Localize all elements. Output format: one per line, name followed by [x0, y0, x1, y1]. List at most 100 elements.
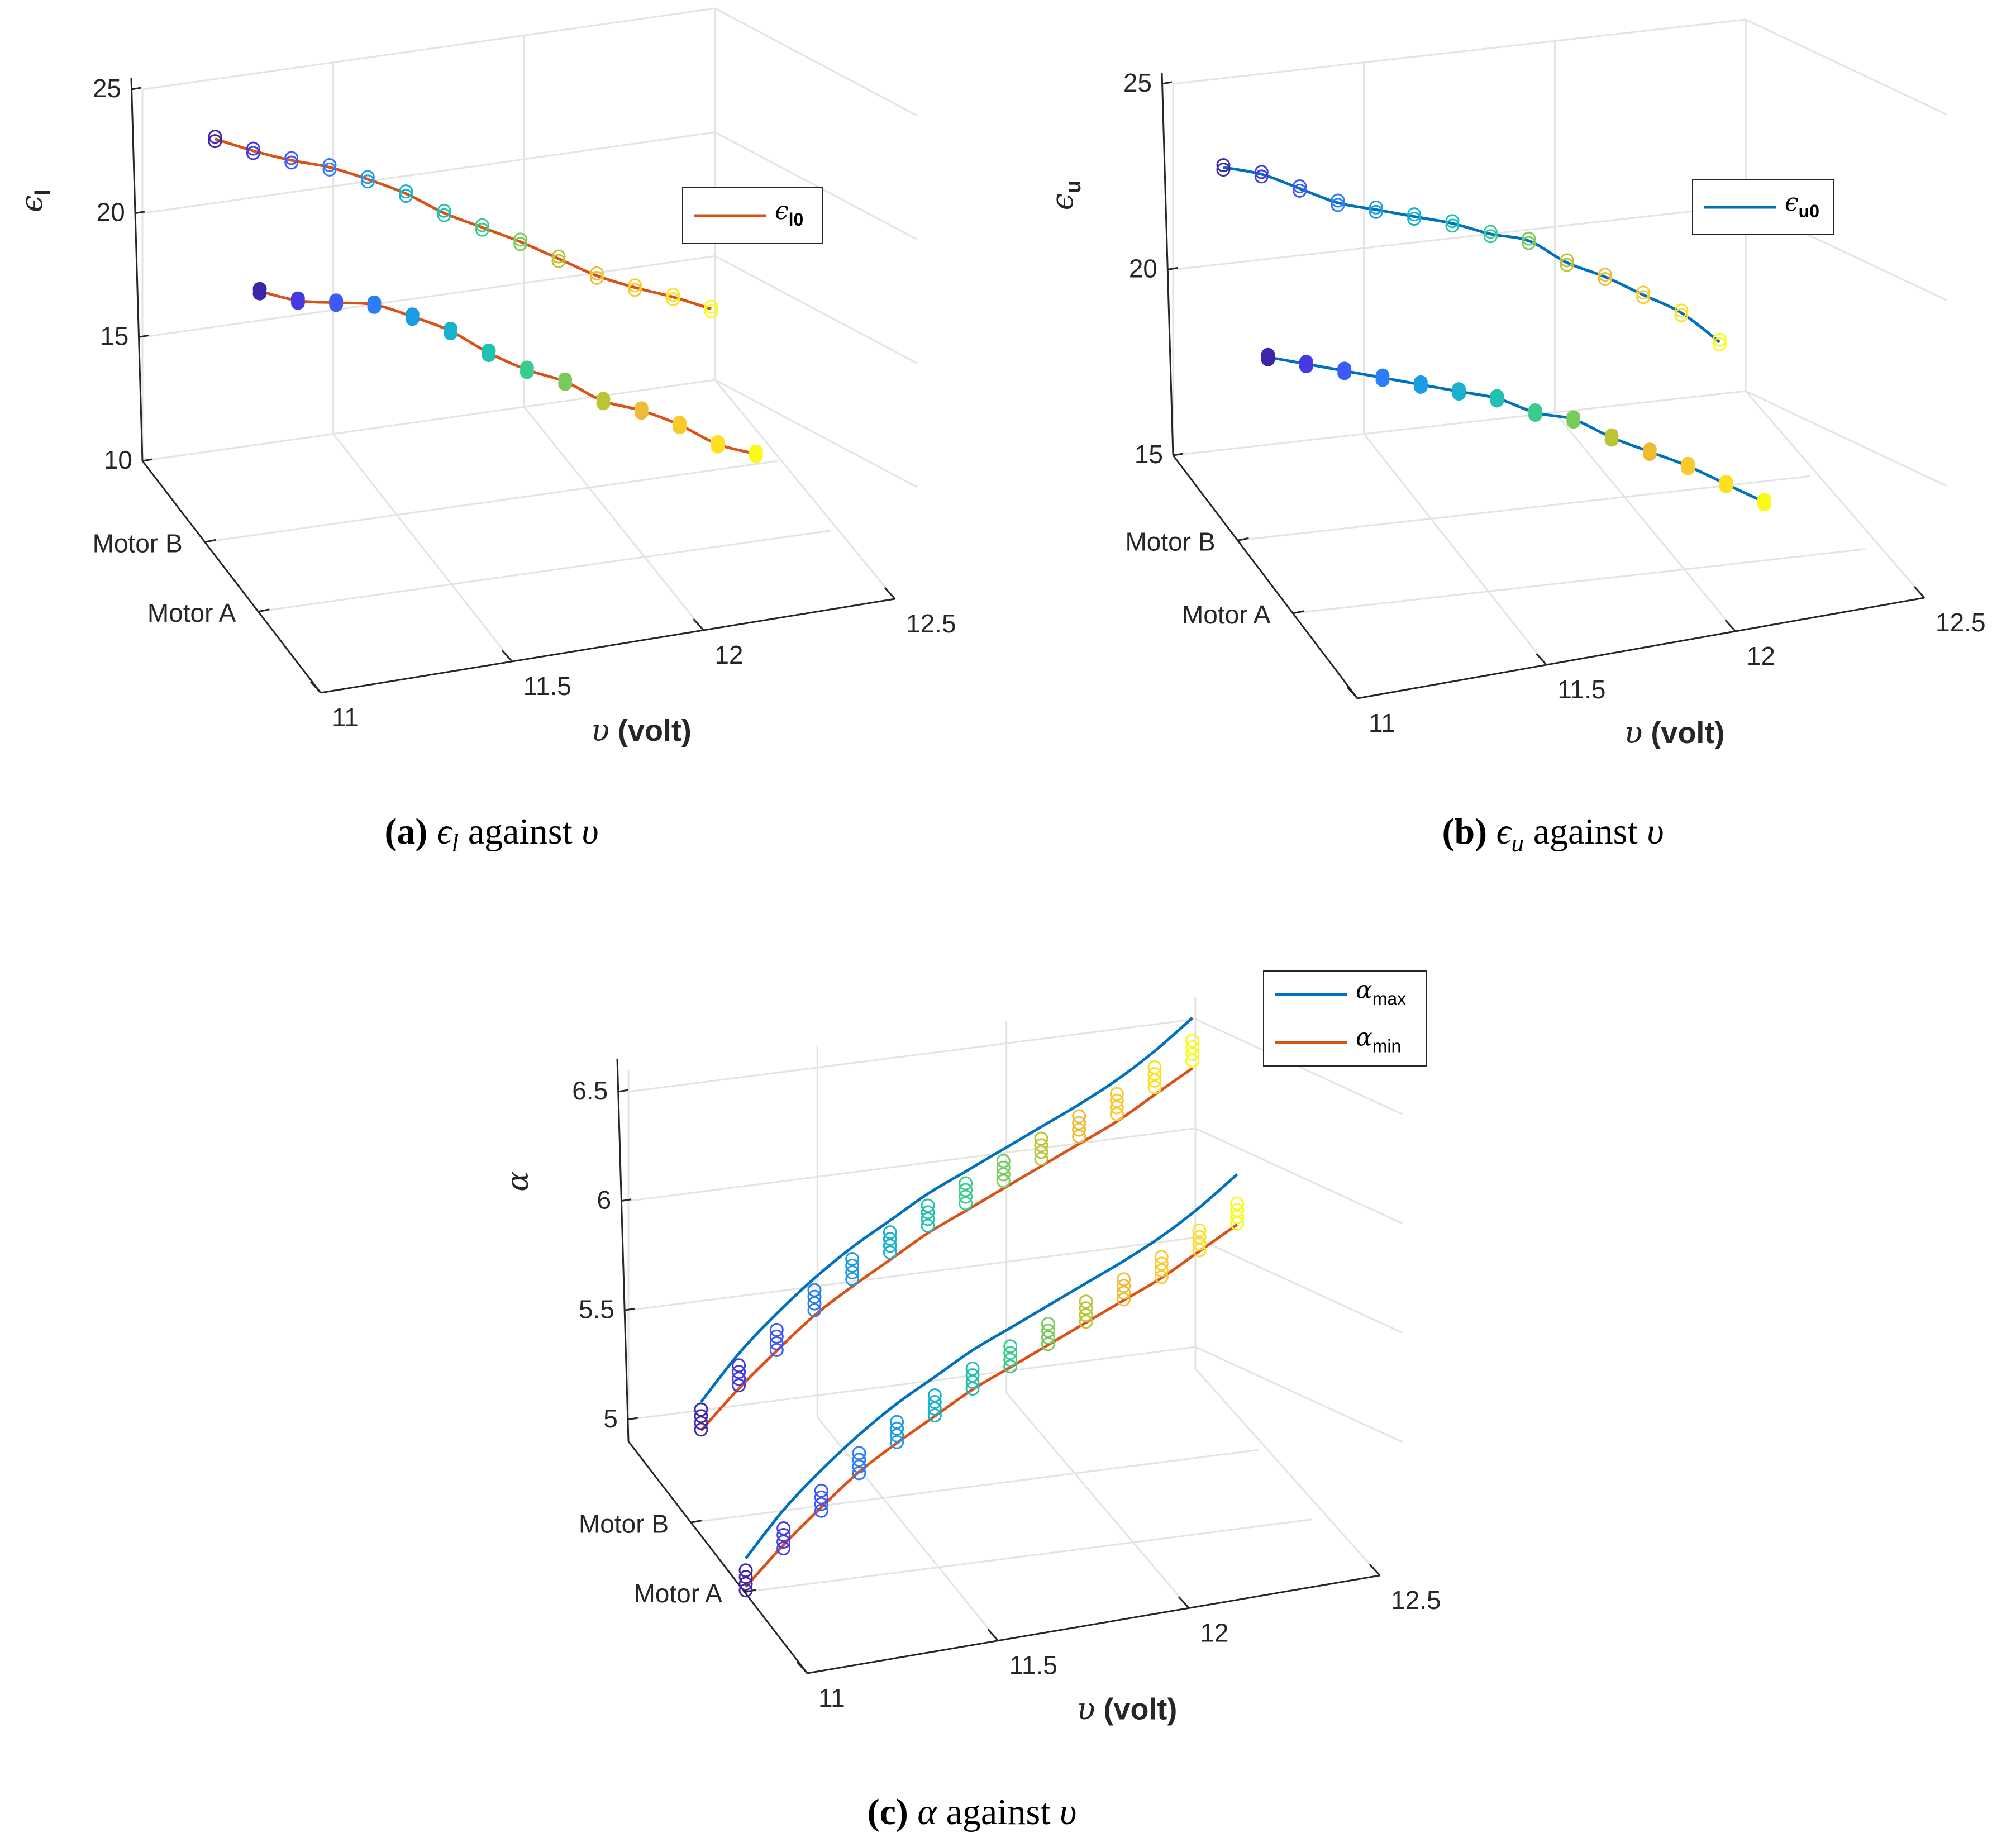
legend-sub: l0: [789, 210, 804, 230]
data-point: [1109, 1087, 1124, 1101]
data-point: [807, 1296, 822, 1311]
data-point: [1117, 1279, 1131, 1293]
legend: ϵl0: [682, 187, 823, 244]
data-point: [1681, 461, 1695, 475]
data-point: [666, 292, 680, 307]
data-point: [437, 208, 451, 222]
data-point: [1522, 231, 1536, 246]
data-point: [1079, 1315, 1093, 1329]
data-point: [1407, 207, 1422, 222]
y-tick-label: Motor B: [93, 529, 183, 558]
legend-box: [1263, 970, 1427, 1067]
z-tick: [617, 1089, 628, 1093]
x-tick-label: 11: [818, 1683, 845, 1712]
grid-line: [714, 379, 896, 599]
z-tick-label: 15: [100, 321, 128, 350]
data-point: [551, 249, 566, 264]
data-point: [444, 326, 458, 341]
z-tick: [627, 1417, 638, 1421]
data-point: [1109, 1100, 1124, 1115]
data-point: [769, 1329, 784, 1344]
data-point: [996, 1174, 1011, 1188]
grid-line: [1173, 390, 1746, 456]
legend-label: αmax: [1356, 976, 1406, 1009]
x-axis-label: υ (volt): [1077, 1692, 1178, 1727]
y-axis: [627, 1441, 808, 1674]
grid-line: [714, 379, 918, 488]
z-tick-label: 5.5: [579, 1294, 614, 1324]
fit-line-max: [745, 1173, 1238, 1560]
data-point: [596, 396, 611, 411]
z-tick-label: 25: [93, 74, 121, 103]
data-point: [852, 1459, 866, 1474]
x-tick: [1346, 686, 1359, 699]
data-point: [1230, 1210, 1245, 1224]
data-point: [1003, 1359, 1018, 1374]
z-tick-label: 6.5: [572, 1076, 608, 1105]
z-axis: [130, 78, 144, 461]
data-point: [927, 1408, 942, 1422]
data-point: [246, 141, 260, 156]
data-point: [1230, 1216, 1245, 1231]
y-tick-label: Motor B: [579, 1509, 669, 1538]
data-point: [1041, 1337, 1055, 1351]
data-point: [890, 1435, 904, 1449]
caption-sub: l: [452, 829, 459, 857]
grid-line: [628, 1018, 1196, 1093]
data-point: [673, 420, 687, 435]
z-tick: [131, 87, 142, 91]
x-tick: [884, 587, 896, 600]
data-point: [1452, 387, 1466, 401]
data-point: [1407, 212, 1422, 226]
data-point: [769, 1322, 784, 1337]
data-point: [1185, 1054, 1200, 1068]
legend-label: αmin: [1356, 1024, 1401, 1056]
x-tick-label: 11: [332, 703, 359, 732]
data-point: [921, 1205, 935, 1220]
legend-label: ϵu0: [1785, 188, 1819, 221]
z-tick-label: 10: [104, 445, 132, 474]
grid-line: [1195, 1236, 1403, 1334]
data-point: [1072, 1116, 1086, 1130]
x-tick: [309, 680, 322, 694]
data-point: [959, 1176, 973, 1191]
legend-symbol: α: [1356, 1024, 1372, 1052]
x-axis: [807, 1574, 1380, 1674]
x-axis: [1357, 597, 1925, 699]
data-point: [1034, 1145, 1048, 1159]
data-point: [1109, 1107, 1124, 1121]
caption-var: υ: [582, 811, 598, 852]
grid-line: [690, 1449, 1259, 1524]
data-point: [1185, 1047, 1200, 1061]
data-point: [1566, 415, 1581, 429]
data-point: [845, 1252, 860, 1267]
data-point: [1192, 1223, 1207, 1237]
data-point: [769, 1336, 784, 1350]
caption-symbol: ϵ: [437, 811, 453, 852]
x-tick-label: 12.5: [1936, 608, 1986, 637]
z-tick-label: 15: [1135, 440, 1163, 469]
data-point: [1154, 1256, 1169, 1271]
data-point: [1604, 432, 1619, 447]
data-point: [738, 1583, 753, 1598]
x-axis-symbol: υ: [591, 713, 609, 748]
data-point: [1522, 236, 1536, 250]
z-axis-symbol: ϵ: [1045, 193, 1080, 210]
data-point: [1642, 447, 1657, 461]
x-axis-unit: (volt): [1095, 1693, 1177, 1726]
grid-line: [1173, 204, 1746, 270]
data-point: [845, 1272, 860, 1287]
z-tick-label: 5: [603, 1404, 618, 1433]
data-point: [329, 298, 344, 312]
y-axis: [141, 460, 322, 693]
z-tick-label: 20: [96, 198, 125, 227]
series-motor-b: [208, 130, 718, 318]
x-axis-label: υ (volt): [591, 713, 692, 748]
series-motor-a: [252, 282, 763, 463]
z-tick: [1173, 453, 1184, 456]
data-point: [520, 365, 534, 379]
caption-b: (b) ϵu against υ: [1442, 811, 1664, 857]
data-point: [589, 270, 604, 285]
z-axis-label: ϵu: [1045, 180, 1085, 210]
data-point: [776, 1528, 791, 1543]
